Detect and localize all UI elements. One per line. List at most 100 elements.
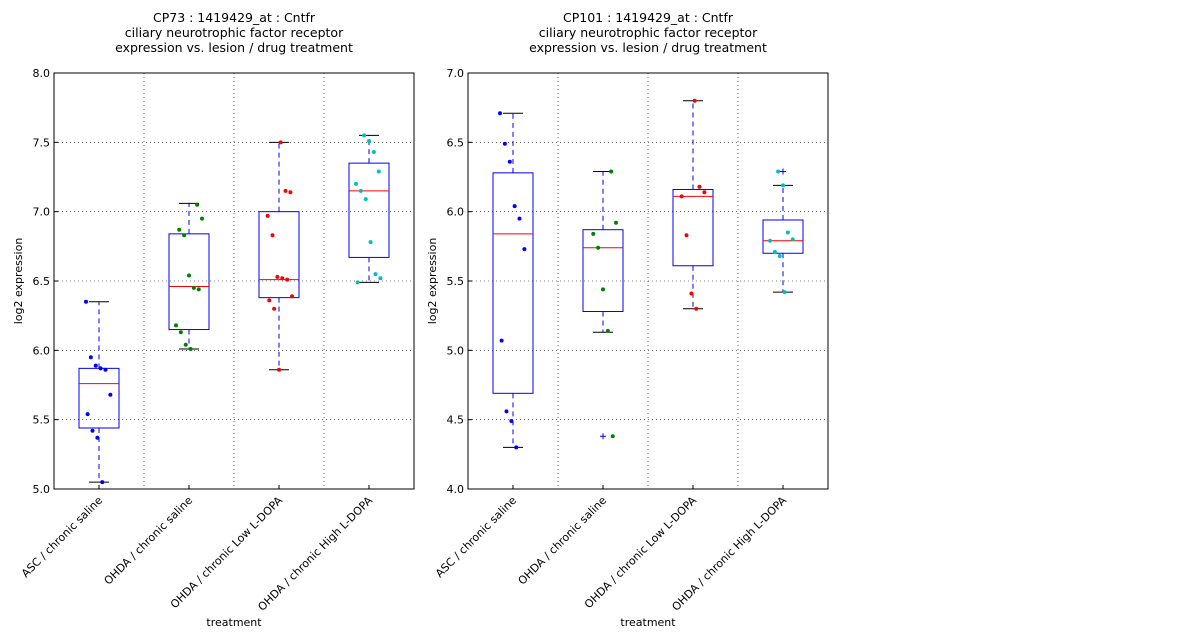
point (684, 233, 689, 238)
point (103, 367, 108, 372)
y-tick-label: 4.0 (447, 483, 465, 496)
axes-frame (467, 72, 829, 490)
point (785, 230, 790, 235)
point (108, 392, 113, 397)
point (512, 204, 517, 209)
point (371, 150, 376, 155)
point (376, 169, 381, 174)
point (358, 188, 363, 193)
y-tick-label: 5.5 (447, 275, 465, 288)
point (85, 412, 90, 417)
point (498, 111, 502, 116)
point (187, 273, 191, 278)
point (362, 133, 367, 138)
point (777, 254, 782, 259)
chart-title: ciliary neurotrophic factor receptor (539, 25, 758, 40)
point (267, 298, 272, 303)
point (183, 342, 188, 347)
x-axis-label: treatment (620, 616, 676, 629)
y-axis-label: log2 expression (12, 238, 25, 325)
point (782, 290, 787, 295)
point (507, 159, 512, 164)
point (781, 183, 785, 188)
point (272, 306, 277, 311)
y-tick-label: 6.5 (447, 136, 465, 149)
point (90, 428, 95, 433)
point (702, 190, 707, 195)
x-axis-label: treatment (206, 616, 262, 629)
chart-title: expression vs. lesion / drug treatment (115, 40, 353, 55)
point (610, 434, 615, 439)
point (265, 213, 270, 218)
point (373, 272, 378, 277)
point (355, 280, 360, 285)
point (93, 363, 98, 368)
y-axis-label: log2 expression (426, 238, 439, 325)
chart-title: expression vs. lesion / drug treatment (529, 40, 767, 55)
point (776, 169, 781, 174)
point (679, 194, 684, 199)
y-tick-label: 5.0 (33, 483, 51, 496)
point (605, 328, 610, 333)
y-tick-label: 5.5 (33, 414, 51, 427)
point (363, 197, 368, 202)
point (522, 247, 527, 252)
point (502, 141, 507, 146)
point (609, 169, 614, 174)
axes-frame (53, 72, 415, 490)
point (378, 276, 383, 281)
flier (780, 168, 786, 175)
point (509, 419, 514, 424)
point (196, 287, 201, 292)
point (354, 181, 358, 186)
point (275, 274, 280, 279)
point (191, 285, 196, 290)
box (78, 367, 120, 429)
point (283, 188, 288, 193)
point (499, 338, 504, 343)
chart-title: CP73 : 1419429_at : Cntfr (153, 10, 316, 25)
point (601, 287, 605, 292)
point (689, 291, 694, 296)
point (200, 216, 204, 221)
x-tick-label: OHDA / chronic saline (516, 494, 610, 588)
y-tick-label: 7.0 (447, 67, 465, 80)
point (285, 277, 290, 282)
point (694, 306, 699, 311)
box (672, 188, 714, 267)
point (514, 445, 519, 450)
point (88, 355, 93, 360)
point (790, 237, 795, 242)
point (290, 294, 294, 299)
point (517, 216, 522, 221)
point (84, 299, 88, 304)
point (697, 184, 702, 189)
x-tick-label: OHDA / chronic saline (102, 494, 196, 588)
point (278, 140, 283, 145)
point (188, 346, 193, 351)
point (768, 238, 772, 243)
y-tick-label: 6.0 (447, 206, 465, 219)
y-tick-label: 6.0 (33, 344, 51, 357)
box (168, 233, 210, 331)
box (348, 162, 390, 258)
point (178, 330, 183, 335)
point (182, 233, 187, 238)
box (492, 172, 534, 394)
point (280, 276, 285, 281)
y-tick-label: 5.0 (447, 344, 465, 357)
point (100, 480, 105, 485)
x-tick-label: ASC / chronic saline (433, 494, 519, 580)
y-tick-label: 6.5 (33, 275, 51, 288)
chart-title: ciliary neurotrophic factor receptor (125, 25, 344, 40)
point (772, 249, 777, 254)
x-tick-label: ASC / chronic saline (19, 494, 105, 580)
point (95, 435, 100, 440)
y-tick-label: 8.0 (33, 67, 51, 80)
box (258, 211, 300, 299)
point (277, 367, 281, 372)
point (174, 323, 178, 328)
y-tick-label: 7.5 (33, 136, 51, 149)
y-tick-label: 4.5 (447, 414, 465, 427)
